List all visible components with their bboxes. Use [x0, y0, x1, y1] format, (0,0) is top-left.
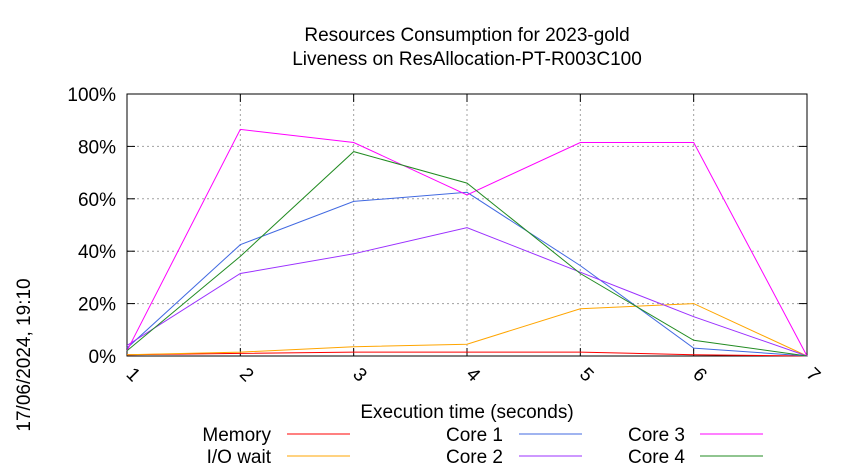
y-axis-ticks: 0% 20% 40% 60% 80% 100% — [67, 85, 807, 368]
grid-lines — [127, 94, 807, 356]
chart-title-line-1: Resources Consumption for 2023-gold — [304, 25, 629, 46]
x-tick-label: 1 — [122, 364, 144, 386]
timestamp-label: 17/06/2024, 19:10 — [14, 278, 35, 431]
x-tick-label: 7 — [802, 364, 824, 386]
legend-label: I/O wait — [207, 447, 272, 468]
x-tick-label: 3 — [348, 364, 370, 386]
y-tick-label: 0% — [89, 347, 117, 368]
x-tick-label: 2 — [235, 364, 257, 386]
x-axis-label: Execution time (seconds) — [360, 402, 573, 423]
series-lines — [126, 128, 808, 357]
x-tick-label: 6 — [688, 364, 710, 386]
series-line-core-4 — [126, 151, 808, 357]
series-line-core-1 — [126, 191, 808, 357]
legend-label: Core 3 — [628, 425, 685, 446]
legend-label: Core 1 — [446, 425, 503, 446]
chart-title-line-2: Liveness on ResAllocation-PT-R003C100 — [292, 49, 642, 70]
x-tick-label: 5 — [575, 364, 597, 386]
x-tick-label: 4 — [462, 364, 485, 387]
legend-label: Memory — [202, 425, 271, 446]
legend-label: Core 2 — [446, 447, 503, 468]
y-tick-label: 100% — [67, 85, 116, 106]
y-tick-label: 20% — [78, 295, 116, 316]
series-line-memory — [126, 351, 808, 357]
y-tick-label: 60% — [78, 190, 116, 211]
y-tick-label: 40% — [78, 242, 116, 263]
series-line-i-o-wait — [126, 303, 808, 357]
y-tick-label: 80% — [78, 137, 116, 158]
series-line-core-3 — [126, 128, 808, 357]
legend-label: Core 4 — [628, 447, 685, 468]
series-line-core-2 — [126, 227, 808, 357]
